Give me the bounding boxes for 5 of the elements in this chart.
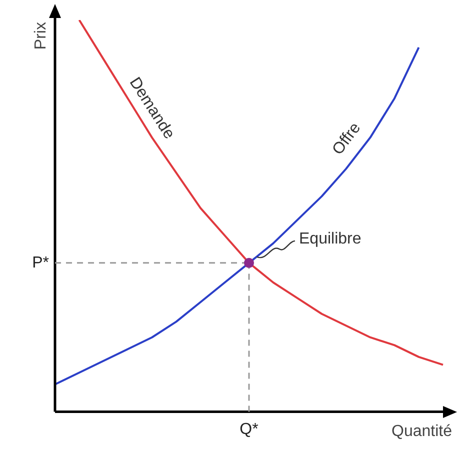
text: Q* [240, 421, 258, 438]
ref-line-label: P* [32, 254, 49, 272]
y-axis-title: Prix [32, 22, 50, 50]
x-axis-title: Quantité [392, 423, 452, 440]
annotation: Equilibre [299, 230, 362, 248]
